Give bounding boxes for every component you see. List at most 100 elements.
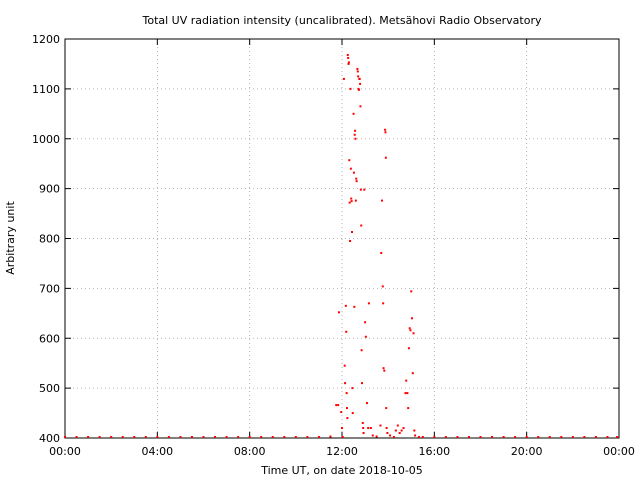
data-point xyxy=(350,197,353,200)
data-point xyxy=(360,224,363,227)
data-point xyxy=(351,412,354,415)
data-point xyxy=(345,392,348,395)
data-point xyxy=(369,427,372,430)
data-point xyxy=(560,436,563,438)
data-point xyxy=(340,411,343,414)
y-tick-labels: 400 500 600 700 800 900 1000 1100 1200 xyxy=(32,33,60,445)
y-axis-label: Arbitrary unit xyxy=(4,201,17,275)
x-tick-label: 08:00 xyxy=(234,445,266,458)
data-point xyxy=(571,436,574,438)
data-point xyxy=(271,436,274,438)
data-point xyxy=(384,131,387,134)
data-point xyxy=(467,436,470,438)
data-point xyxy=(237,436,240,438)
x-axis-label: Time UT, on date 2018-10-05 xyxy=(260,464,423,477)
y-tick-label: 600 xyxy=(39,332,60,345)
data-point xyxy=(583,436,586,438)
data-point xyxy=(379,424,382,427)
data-point xyxy=(344,304,347,307)
data-point xyxy=(349,239,352,242)
data-point xyxy=(349,87,352,90)
data-point xyxy=(382,367,385,370)
y-tick-label: 800 xyxy=(39,233,60,246)
data-point xyxy=(366,402,369,405)
data-point xyxy=(537,436,540,438)
data-point xyxy=(190,436,193,438)
y-tick-label: 1000 xyxy=(32,133,60,146)
data-point xyxy=(414,434,417,437)
data-point xyxy=(407,407,410,410)
data-point xyxy=(350,200,353,203)
data-point xyxy=(342,77,345,80)
data-point xyxy=(354,137,357,140)
data-point xyxy=(405,379,408,382)
data-point xyxy=(364,321,367,324)
data-point xyxy=(357,88,360,91)
data-point xyxy=(398,432,401,435)
x-tick-labels: 00:00 04:00 08:00 12:00 16:00 20:00 00:00 xyxy=(49,445,635,458)
data-point xyxy=(362,432,365,435)
data-point xyxy=(410,290,413,293)
data-point xyxy=(409,329,412,332)
data-point xyxy=(392,436,395,438)
data-point xyxy=(214,436,217,438)
data-point xyxy=(357,75,360,78)
data-points xyxy=(64,53,619,438)
data-point xyxy=(353,305,356,308)
data-point xyxy=(283,436,286,438)
data-point xyxy=(356,70,359,73)
data-point xyxy=(367,302,370,305)
data-point xyxy=(413,429,416,432)
data-point xyxy=(360,349,363,352)
data-point xyxy=(444,436,447,438)
data-point xyxy=(179,436,182,438)
data-point xyxy=(389,434,392,437)
data-point xyxy=(353,133,356,136)
x-tick-label: 20:00 xyxy=(511,445,543,458)
data-point xyxy=(121,436,124,438)
data-point xyxy=(375,435,378,438)
data-point xyxy=(306,436,309,438)
data-point xyxy=(348,159,351,162)
data-point xyxy=(354,129,357,132)
axis-ticks xyxy=(64,38,620,439)
data-point xyxy=(407,347,410,350)
data-point xyxy=(606,436,609,438)
y-tick-label: 400 xyxy=(39,432,60,445)
data-point xyxy=(156,436,159,438)
data-point xyxy=(361,382,364,385)
data-point xyxy=(329,435,332,438)
x-tick-label: 04:00 xyxy=(141,445,173,458)
data-point xyxy=(349,167,352,170)
data-point xyxy=(248,436,251,438)
data-point xyxy=(411,372,414,375)
data-point xyxy=(346,417,349,420)
data-point xyxy=(381,285,384,288)
data-point xyxy=(110,436,113,438)
data-point xyxy=(456,436,459,438)
data-point xyxy=(404,392,407,395)
y-tick-label: 700 xyxy=(39,282,60,295)
data-point xyxy=(87,436,90,438)
data-point xyxy=(347,62,350,65)
data-point xyxy=(385,407,388,410)
data-point xyxy=(98,436,101,438)
data-point xyxy=(355,180,358,183)
data-point xyxy=(491,436,494,438)
data-point xyxy=(347,61,350,64)
y-tick-label: 900 xyxy=(39,183,60,196)
data-point xyxy=(362,427,365,430)
data-point xyxy=(345,330,348,333)
data-point xyxy=(359,105,362,108)
data-point xyxy=(381,199,384,202)
y-tick-label: 1200 xyxy=(32,33,60,46)
data-point xyxy=(384,156,387,159)
data-point xyxy=(383,369,386,372)
x-tick-label: 16:00 xyxy=(418,445,450,458)
data-point xyxy=(344,382,347,385)
y-tick-label: 1100 xyxy=(32,83,60,96)
data-point xyxy=(355,177,358,180)
data-point xyxy=(433,436,436,438)
data-point xyxy=(548,436,551,438)
data-point xyxy=(343,364,346,367)
